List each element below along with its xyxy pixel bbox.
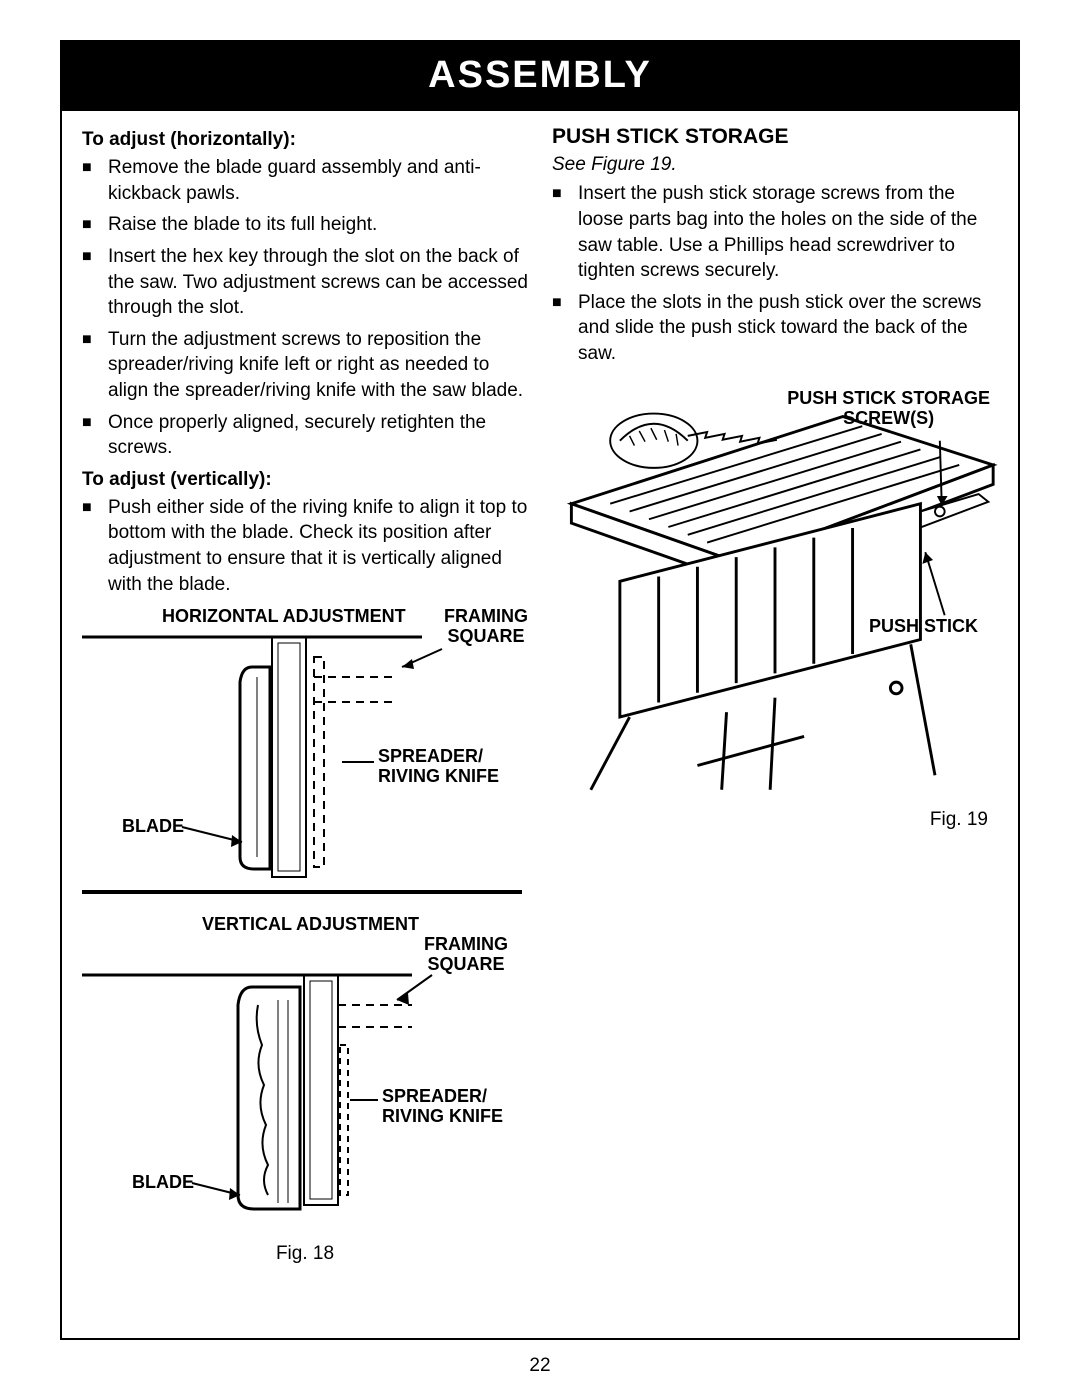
figure-18-wrapper: HORIZONTAL ADJUSTMENT FRAMING SQUARE — [82, 607, 528, 1267]
label-spreader: SPREADER/ RIVING KNIFE — [378, 747, 499, 787]
fig18-bottom: VERTICAL ADJUSTMENT FRAMING SQUARE — [82, 915, 528, 1235]
list-vertical: Push either side of the riving knife to … — [82, 495, 528, 598]
label-push-stick-screws: PUSH STICK STORAGE SCREW(S) — [787, 389, 990, 429]
page-title: ASSEMBLY — [428, 54, 652, 96]
fig19-caption: Fig. 19 — [552, 807, 998, 833]
fig18-top: HORIZONTAL ADJUSTMENT FRAMING SQUARE — [82, 607, 528, 907]
list-item: Raise the blade to its full height. — [82, 212, 528, 238]
see-figure-19: See Figure 19. — [552, 152, 998, 178]
page-border: ASSEMBLY To adjust (horizontally): Remov… — [60, 40, 1020, 1340]
label-spreader-2: SPREADER/ RIVING KNIFE — [382, 1087, 503, 1127]
label-blade: BLADE — [122, 817, 184, 837]
section-head-push-stick: PUSH STICK STORAGE — [552, 123, 998, 151]
list-push-stick: Insert the push stick storage screws fro… — [552, 181, 998, 366]
list-horizontal: Remove the blade guard assembly and anti… — [82, 155, 528, 461]
list-item: Once properly aligned, securely retighte… — [82, 410, 528, 461]
label-blade-2: BLADE — [132, 1173, 194, 1193]
content-columns: To adjust (horizontally): Remove the bla… — [62, 111, 1018, 1267]
subhead-vertical: To adjust (vertically): — [82, 467, 528, 493]
label-push-stick: PUSH STICK — [869, 617, 978, 637]
subhead-horizontal: To adjust (horizontally): — [82, 127, 528, 153]
list-item: Push either side of the riving knife to … — [82, 495, 528, 598]
list-item: Turn the adjustment screws to reposition… — [82, 327, 528, 404]
list-item: Place the slots in the push stick over t… — [552, 290, 998, 367]
fig18-caption: Fig. 18 — [82, 1241, 528, 1267]
fig19-svg — [552, 381, 998, 801]
title-bar: ASSEMBLY — [62, 42, 1018, 111]
left-column: To adjust (horizontally): Remove the bla… — [82, 123, 528, 1267]
list-item: Remove the blade guard assembly and anti… — [82, 155, 528, 206]
list-item: Insert the hex key through the slot on t… — [82, 244, 528, 321]
list-item: Insert the push stick storage screws fro… — [552, 181, 998, 284]
page-number: 22 — [0, 1353, 1080, 1379]
right-column: PUSH STICK STORAGE See Figure 19. Insert… — [552, 123, 998, 1267]
figure-19-wrapper: PUSH STICK STORAGE SCREW(S) PUSH STICK — [552, 381, 998, 801]
